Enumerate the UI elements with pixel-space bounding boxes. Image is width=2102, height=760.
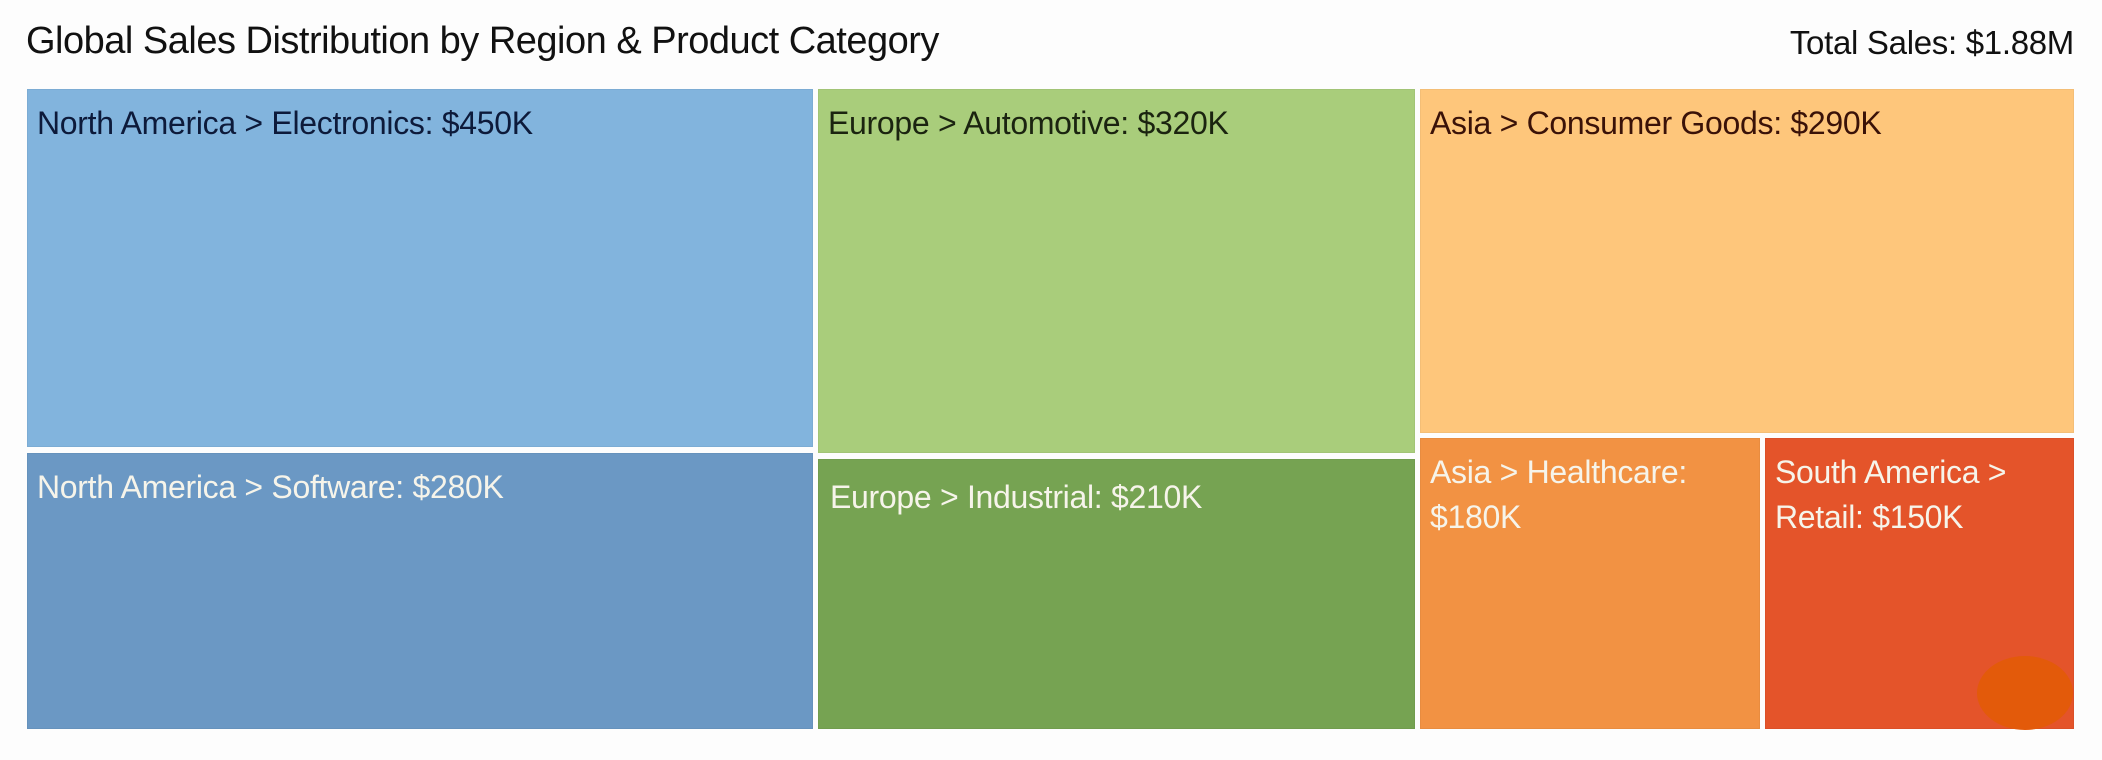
tile-europe-industrial[interactable]: Europe > Industrial: $210K	[818, 459, 1415, 729]
chart-title: Global Sales Distribution by Region & Pr…	[26, 20, 939, 62]
tile-label: Asia > Consumer Goods: $290K	[1430, 105, 1882, 141]
tile-label: Europe > Automotive: $320K	[828, 105, 1229, 141]
tile-label: North America > Software: $280K	[37, 469, 504, 505]
tile-label: Europe > Industrial: $210K	[830, 479, 1203, 515]
tile-label-line2: Retail: $150K	[1775, 499, 1964, 535]
tile-label-line2: $180K	[1430, 499, 1522, 535]
tile-north-america-electronics[interactable]: North America > Electronics: $450K	[27, 89, 813, 447]
tile-label-line1: Asia > Healthcare:	[1430, 454, 1687, 490]
tile-label: North America > Electronics: $450K	[37, 105, 533, 141]
tile-asia-consumer-goods[interactable]: Asia > Consumer Goods: $290K	[1420, 89, 2074, 433]
tile-asia-healthcare[interactable]: Asia > Healthcare: $180K	[1420, 438, 1760, 729]
total-sales-label: Total Sales: $1.88M	[1789, 24, 2074, 61]
tile-label-line1: South America >	[1775, 454, 2007, 490]
tile-europe-automotive[interactable]: Europe > Automotive: $320K	[818, 89, 1415, 453]
tile-north-america-software[interactable]: North America > Software: $280K	[27, 453, 813, 729]
highlight-marker-icon	[1977, 656, 2073, 730]
